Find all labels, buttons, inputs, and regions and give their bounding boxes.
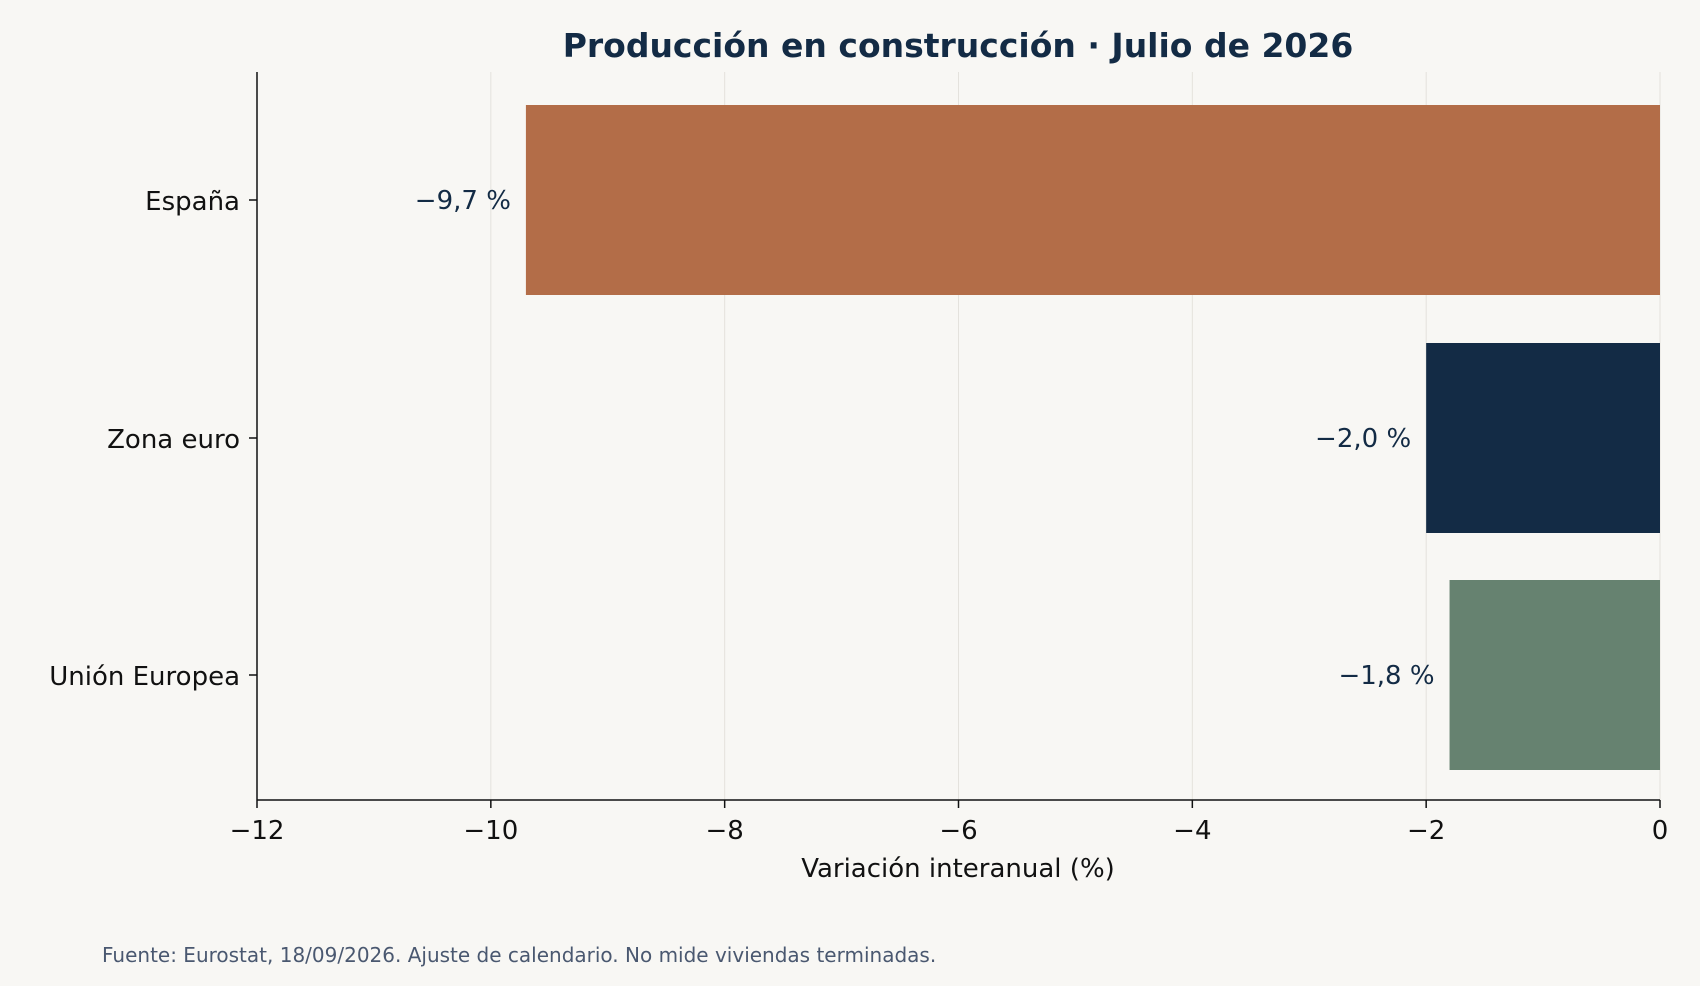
x-tick-label: 0 — [1652, 816, 1669, 846]
axes — [249, 72, 1661, 808]
bars — [525, 105, 1660, 770]
category-label: Zona euro — [107, 425, 240, 455]
category-label: España — [145, 187, 240, 217]
data-label: −1,8 % — [1338, 661, 1434, 691]
chart-title: Producción en construcción · Julio de 20… — [563, 26, 1354, 65]
x-tick-label: −2 — [1407, 816, 1445, 846]
bar — [1426, 343, 1660, 533]
bar — [1449, 580, 1660, 770]
bar — [525, 105, 1660, 295]
x-tick-label: −8 — [706, 816, 744, 846]
x-tick-label: −4 — [1173, 816, 1211, 846]
x-tick-label: −6 — [939, 816, 977, 846]
x-axis-label: Variación interanual (%) — [801, 854, 1115, 884]
x-tick-label: −12 — [230, 816, 285, 846]
labels: −9,7 % España −2,0 % Zona euro −1,8 % Unión E… — [49, 186, 1668, 846]
data-label: −9,7 % — [415, 186, 511, 216]
category-label: Unión Europea — [49, 662, 240, 692]
source-note: Fuente: Eurostat, 18/09/2026. Ajuste de … — [102, 943, 936, 967]
x-tick-label: −10 — [463, 816, 518, 846]
data-label: −2,0 % — [1315, 424, 1411, 454]
